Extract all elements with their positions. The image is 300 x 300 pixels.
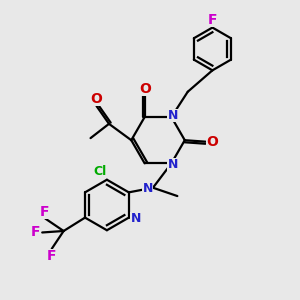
Text: F: F: [47, 249, 56, 263]
Text: N: N: [130, 212, 141, 225]
Text: N: N: [167, 109, 178, 122]
Text: F: F: [31, 226, 40, 239]
Text: N: N: [142, 182, 153, 195]
Text: O: O: [139, 82, 151, 96]
Text: F: F: [208, 13, 217, 27]
Text: N: N: [167, 158, 178, 171]
Text: O: O: [206, 135, 218, 149]
Text: O: O: [90, 92, 102, 106]
Text: Cl: Cl: [93, 165, 107, 178]
Text: F: F: [40, 205, 49, 219]
